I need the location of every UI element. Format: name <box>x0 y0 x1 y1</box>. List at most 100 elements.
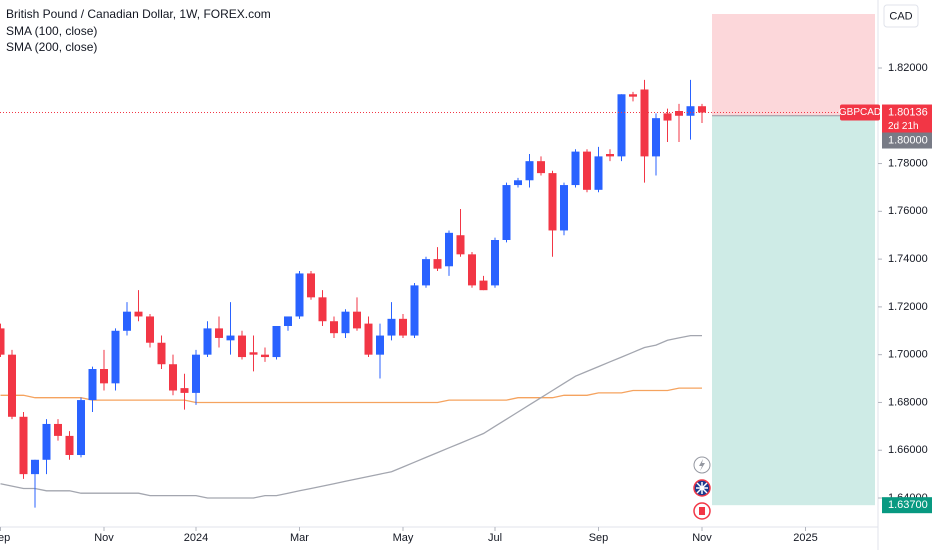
countdown-label: 2d 21h <box>888 121 919 132</box>
candle-body <box>640 89 649 157</box>
target-zone <box>712 13 875 116</box>
x-tick-label: Sep <box>0 532 10 544</box>
candle-body <box>387 318 396 336</box>
sma-line <box>0 334 702 499</box>
candle-body <box>19 416 28 475</box>
candle-body <box>663 113 672 121</box>
candle-body <box>341 311 350 334</box>
candle-body <box>686 106 695 116</box>
candle-body <box>238 335 246 358</box>
candle-body <box>675 110 683 116</box>
candle-body <box>399 318 407 336</box>
candle-body <box>77 400 85 456</box>
y-tick-label: 1.72000 <box>888 301 928 313</box>
candle-body <box>284 316 292 327</box>
x-tick-label: Nov <box>692 532 712 544</box>
entry-badge <box>882 132 932 149</box>
candle-body <box>617 94 626 157</box>
candle-body <box>0 328 5 355</box>
y-tick-label: 1.74000 <box>888 253 928 265</box>
y-tick-label: 1.78000 <box>888 157 928 169</box>
candle-body <box>54 423 62 436</box>
ca-flag-glyph <box>699 507 705 515</box>
candle-body <box>560 185 568 231</box>
candle-body <box>606 153 614 157</box>
y-tick-label: 1.76000 <box>888 205 928 217</box>
candle-body <box>548 173 557 231</box>
uk-flag-glyph <box>696 482 708 494</box>
candle-body <box>330 321 338 334</box>
symbol-label: GBPCAD <box>839 107 881 118</box>
legend-entry: SMA (200, close) <box>6 40 97 54</box>
candle-body <box>169 364 177 391</box>
candle-body <box>410 285 419 336</box>
y-tick-label: 1.68000 <box>888 396 928 408</box>
plot-area <box>0 13 878 508</box>
candle-body <box>491 239 499 286</box>
candle-body <box>88 369 97 401</box>
candle-body <box>376 335 384 355</box>
x-tick-label: May <box>393 532 414 544</box>
candle-body <box>192 354 200 393</box>
candle-body <box>433 259 442 269</box>
candle-body <box>318 297 327 322</box>
candle-body <box>629 94 637 97</box>
candle-body <box>65 435 74 456</box>
candle-body <box>146 316 154 343</box>
legend-entry: SMA (100, close) <box>6 24 97 38</box>
x-tick-label: Mar <box>290 532 309 544</box>
candle-body <box>456 235 465 255</box>
candle-body <box>42 423 51 460</box>
candle-body <box>8 354 16 417</box>
candle-body <box>203 328 212 355</box>
event-icons[interactable] <box>693 456 711 520</box>
candle-body <box>525 161 534 181</box>
candle-body <box>261 354 269 358</box>
candle-body <box>100 369 108 384</box>
candle-body <box>571 151 580 186</box>
last-price-label: 1.80136 <box>888 106 928 118</box>
entry-label: 1.80000 <box>888 134 928 146</box>
candle-body <box>249 352 258 355</box>
candle-body <box>583 151 591 190</box>
candle-body <box>134 311 143 317</box>
candle-body <box>422 259 430 286</box>
x-tick-label: 2024 <box>184 532 208 544</box>
symbol-badge <box>840 104 880 121</box>
x-tick-label: 2025 <box>793 532 817 544</box>
candle-body <box>295 273 304 317</box>
currency-label: CAD <box>889 10 912 22</box>
chart-title: British Pound / Canadian Dollar, 1W, FOR… <box>6 7 271 21</box>
currency-box[interactable] <box>883 4 919 28</box>
y-tick-label: 1.82000 <box>888 62 928 74</box>
stop-label: 1.63700 <box>888 499 928 511</box>
candle-body <box>111 330 120 384</box>
x-tick-label: Sep <box>589 532 609 544</box>
candle-body <box>652 118 660 157</box>
candle-body <box>215 328 223 338</box>
lightning-glyph <box>699 459 705 471</box>
candle-body <box>698 106 706 113</box>
candle-body <box>514 180 522 186</box>
candle-body <box>180 388 189 393</box>
candle-body <box>594 156 603 190</box>
last-price-badge <box>882 104 932 135</box>
candle-body <box>31 459 39 475</box>
candle-body <box>537 161 545 174</box>
stop-badge <box>882 497 932 514</box>
candle-body <box>272 326 281 358</box>
candle-body <box>226 335 235 341</box>
candle-body <box>123 311 131 331</box>
candle-body <box>479 280 488 291</box>
y-tick-label: 1.70000 <box>888 349 928 361</box>
candle-body <box>157 342 166 365</box>
candle-body <box>364 323 373 355</box>
x-tick-label: Jul <box>488 532 502 544</box>
candle-body <box>502 185 511 240</box>
candle-body <box>445 232 453 267</box>
stop-zone <box>712 115 875 506</box>
y-tick-label: 1.66000 <box>888 444 928 456</box>
axes: 1.640001.660001.680001.700001.720001.740… <box>0 62 932 544</box>
